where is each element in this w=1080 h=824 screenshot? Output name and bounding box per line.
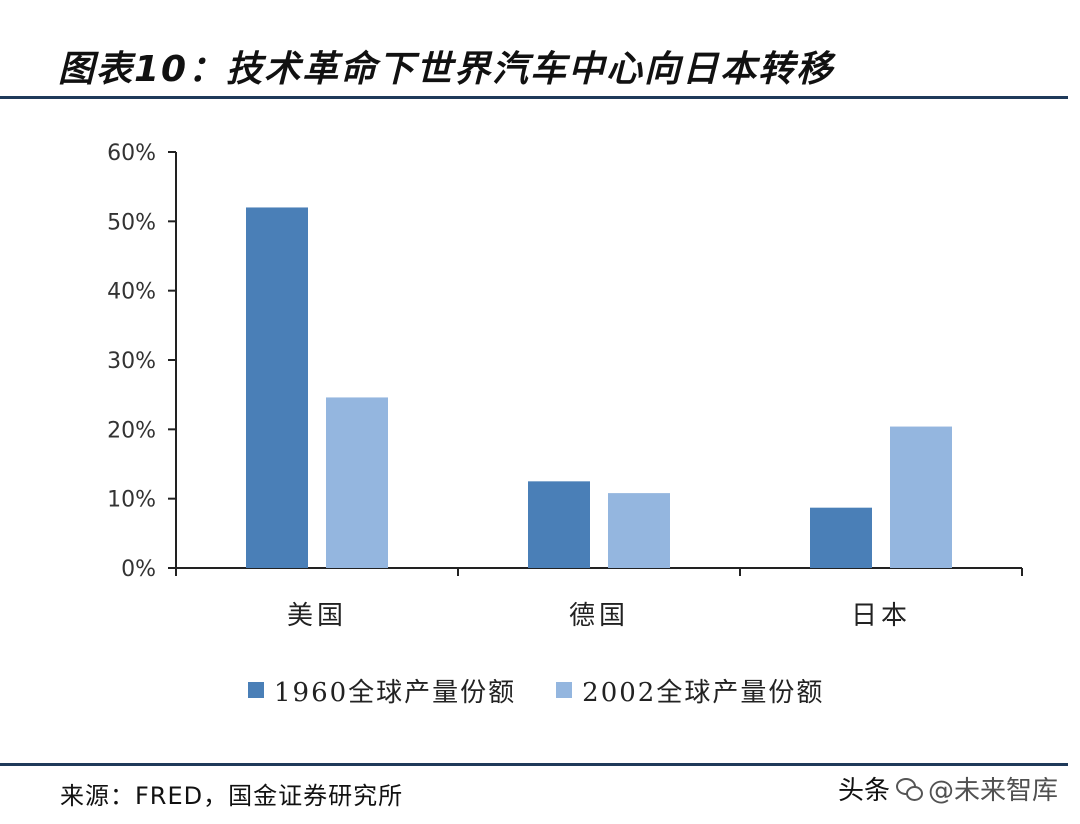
y-tick-label: 60% (107, 141, 156, 166)
y-tick-label: 40% (107, 280, 156, 305)
bar-2002-2 (890, 426, 952, 568)
watermark-prefix: 头条 (837, 776, 890, 806)
y-tick-label: 30% (107, 349, 156, 374)
bar-2002-1 (608, 493, 670, 568)
legend-item-2002: 2002全球产量份额 (556, 672, 824, 709)
bar-1960-1 (528, 481, 590, 568)
category-label: 日本 (851, 601, 911, 631)
title-rule (0, 96, 1068, 99)
watermark: 头条 @未来智库 (838, 770, 1058, 807)
category-label: 美国 (287, 601, 347, 631)
y-tick-label: 50% (107, 210, 156, 235)
figure-title: 图表10：技术革命下世界汽车中心向日本转移 (58, 49, 835, 90)
chart-legend: 1960全球产量份额 2002全球产量份额 (248, 670, 824, 710)
bar-1960-0 (246, 207, 308, 568)
legend-label-1960: 1960全球产量份额 (274, 677, 517, 708)
footer-rule (0, 763, 1068, 766)
wechat-icon (895, 777, 923, 801)
y-tick-label: 0% (121, 557, 156, 582)
y-tick-label: 20% (107, 418, 156, 443)
source-note: 来源：FRED，国金证券研究所 (60, 782, 404, 810)
bar-1960-2 (810, 507, 872, 568)
legend-item-1960: 1960全球产量份额 (248, 672, 516, 709)
legend-label-2002: 2002全球产量份额 (582, 677, 825, 708)
category-label: 德国 (569, 601, 629, 631)
bar-2002-0 (326, 397, 388, 568)
y-tick-label: 10% (107, 488, 156, 513)
watermark-name: @未来智库 (927, 776, 1058, 806)
legend-swatch-1960 (248, 682, 264, 698)
legend-swatch-2002 (556, 682, 573, 698)
